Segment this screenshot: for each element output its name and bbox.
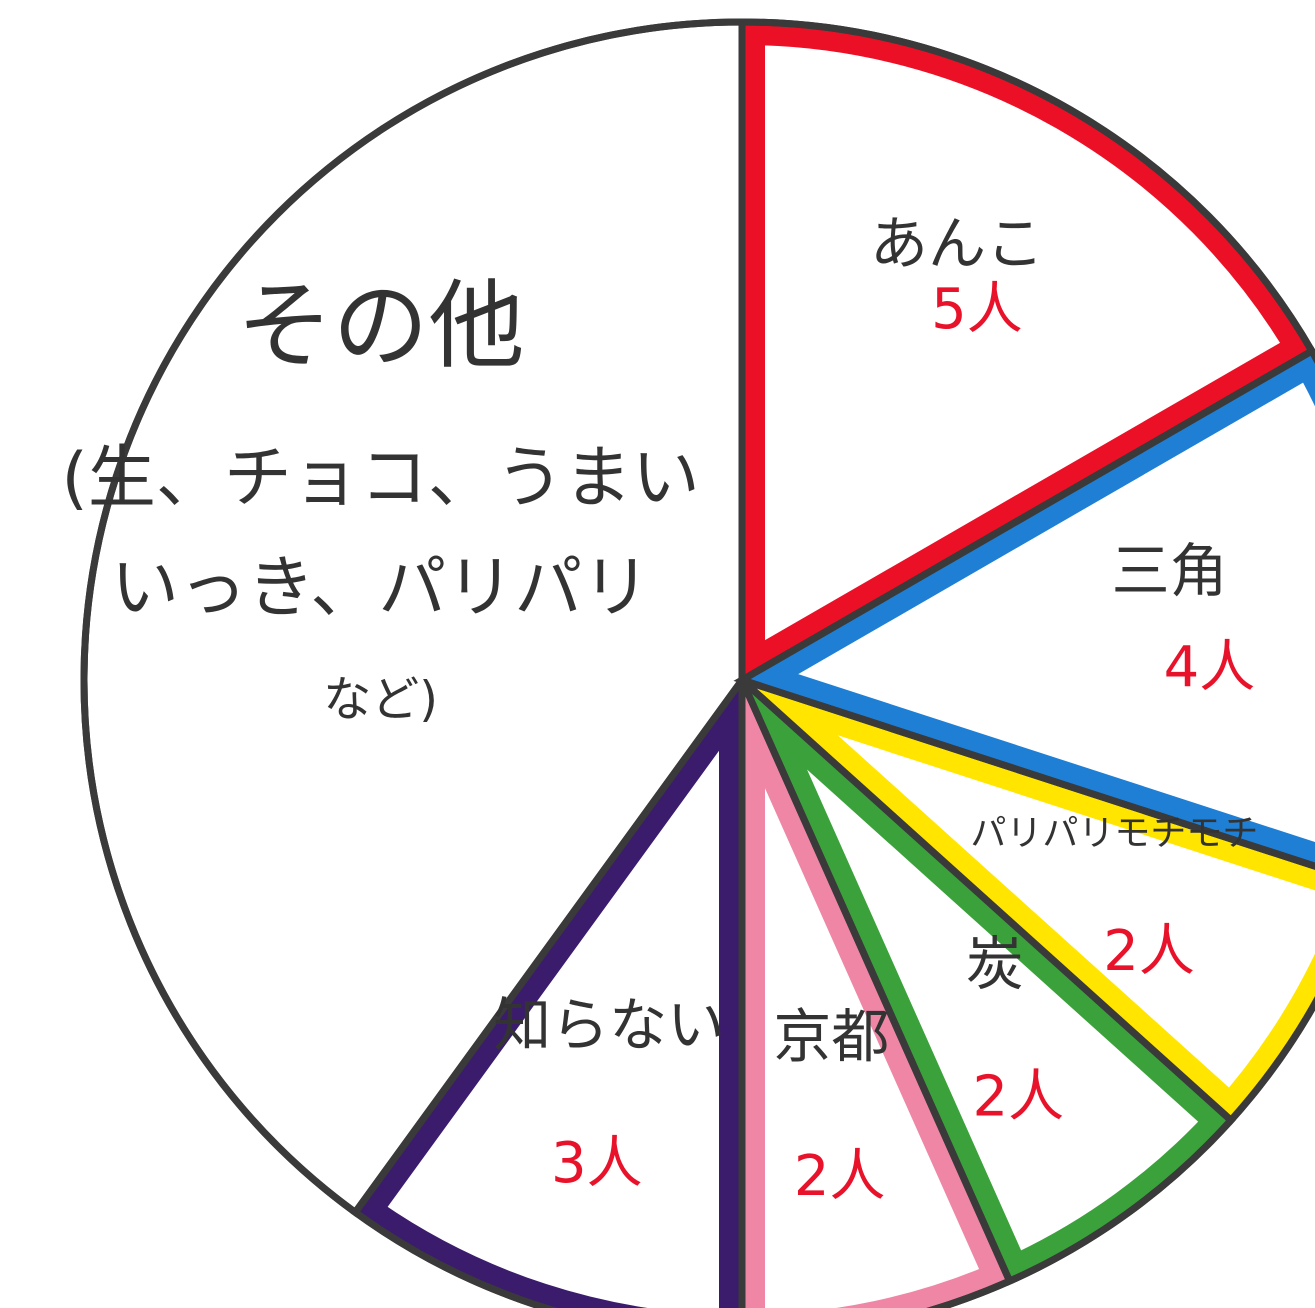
slice-label: その他 [237, 270, 525, 382]
pie-slice [742, 351, 1315, 884]
value-label: 2人 [972, 1064, 1064, 1129]
value-label: 4人 [1164, 635, 1256, 700]
slice-label: 三角 [1112, 537, 1228, 605]
annotation: (生、チョコ、うまい [61, 439, 700, 518]
slice-label: 炭 [966, 930, 1024, 998]
pie-outline [80, 18, 1315, 1308]
value-label: 5人 [931, 277, 1023, 342]
slice-label: 京都 [773, 1003, 889, 1071]
slice-label: あんこ [870, 210, 1044, 278]
annotation: いっき、パリパリ [111, 549, 650, 628]
slice-label: 知らない [493, 991, 725, 1059]
value-label: 2人 [1103, 919, 1195, 984]
annotation: など) [323, 672, 438, 728]
value-label: 3人 [551, 1131, 643, 1196]
slice-label: パリパリモチモチ [970, 813, 1258, 854]
value-label: 2人 [794, 1144, 886, 1209]
